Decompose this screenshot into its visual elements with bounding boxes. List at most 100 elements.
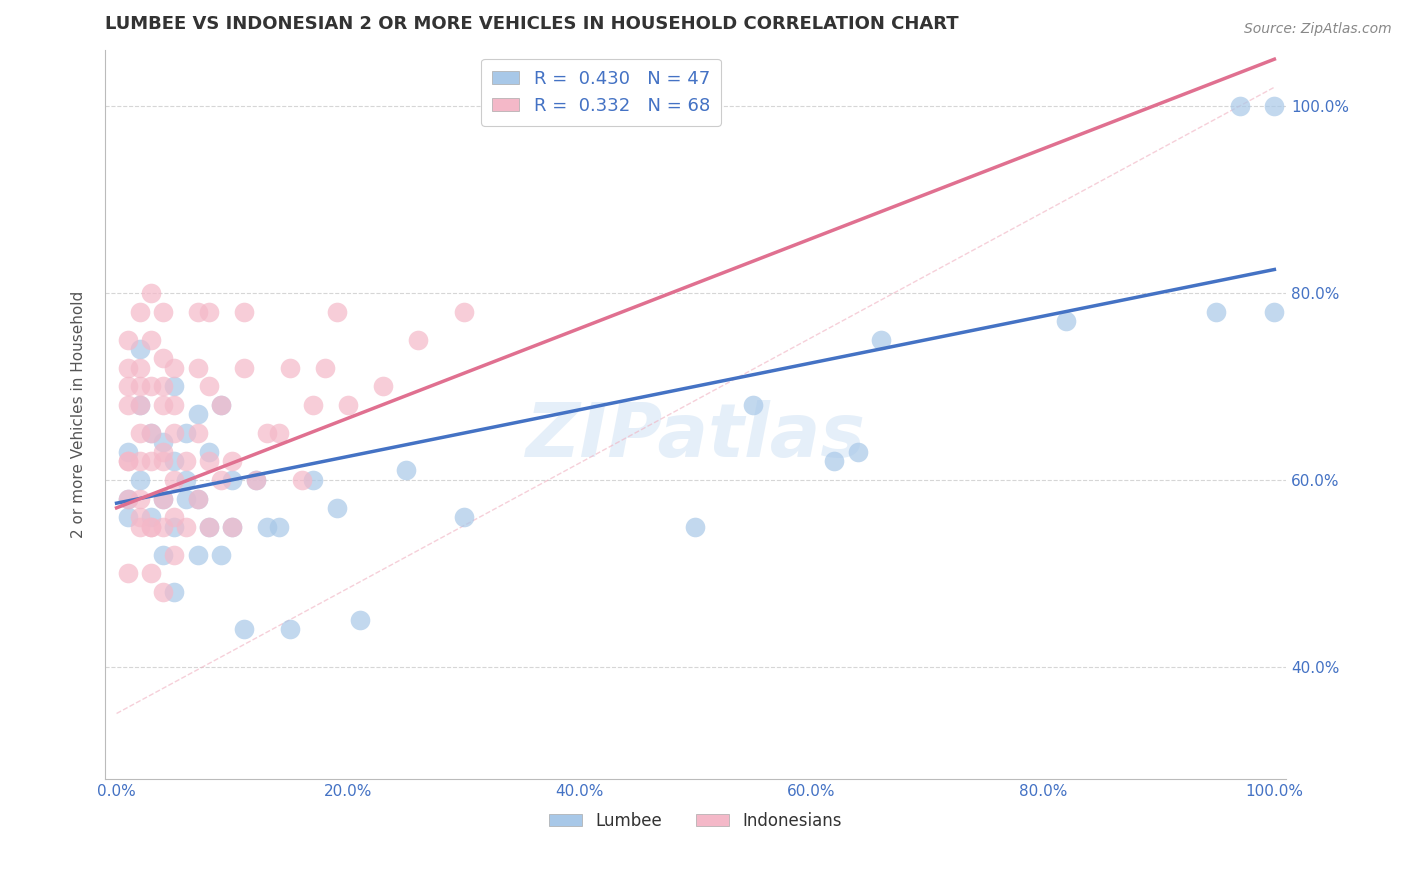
Point bbox=[163, 510, 186, 524]
Point bbox=[325, 304, 347, 318]
Point bbox=[1054, 314, 1077, 328]
Point bbox=[141, 510, 163, 524]
Point bbox=[163, 379, 186, 393]
Point bbox=[349, 613, 371, 627]
Point bbox=[337, 398, 360, 412]
Point bbox=[1229, 99, 1251, 113]
Point bbox=[152, 398, 174, 412]
Point bbox=[187, 360, 209, 375]
Point bbox=[245, 473, 267, 487]
Point bbox=[152, 454, 174, 468]
Point bbox=[245, 473, 267, 487]
Point bbox=[198, 519, 221, 533]
Point bbox=[152, 548, 174, 562]
Point bbox=[314, 360, 336, 375]
Point bbox=[128, 473, 150, 487]
Point bbox=[152, 585, 174, 599]
Point bbox=[187, 548, 209, 562]
Point bbox=[128, 454, 150, 468]
Point bbox=[128, 379, 150, 393]
Point bbox=[152, 351, 174, 366]
Point bbox=[198, 444, 221, 458]
Point bbox=[152, 444, 174, 458]
Point bbox=[232, 623, 254, 637]
Point bbox=[1205, 304, 1227, 318]
Point bbox=[187, 304, 209, 318]
Point bbox=[174, 454, 197, 468]
Point bbox=[163, 519, 186, 533]
Point bbox=[395, 463, 418, 477]
Point bbox=[278, 623, 301, 637]
Point bbox=[128, 426, 150, 441]
Point bbox=[117, 510, 139, 524]
Y-axis label: 2 or more Vehicles in Household: 2 or more Vehicles in Household bbox=[72, 291, 86, 538]
Point bbox=[209, 398, 232, 412]
Point bbox=[152, 519, 174, 533]
Point bbox=[141, 426, 163, 441]
Point bbox=[152, 379, 174, 393]
Point bbox=[141, 454, 163, 468]
Point bbox=[141, 333, 163, 347]
Point bbox=[291, 473, 314, 487]
Point bbox=[742, 398, 765, 412]
Point bbox=[371, 379, 394, 393]
Point bbox=[152, 491, 174, 506]
Point bbox=[267, 519, 290, 533]
Point bbox=[128, 342, 150, 356]
Legend: Lumbee, Indonesians: Lumbee, Indonesians bbox=[543, 805, 849, 836]
Point bbox=[117, 454, 139, 468]
Point bbox=[209, 548, 232, 562]
Point bbox=[163, 454, 186, 468]
Text: LUMBEE VS INDONESIAN 2 OR MORE VEHICLES IN HOUSEHOLD CORRELATION CHART: LUMBEE VS INDONESIAN 2 OR MORE VEHICLES … bbox=[105, 15, 959, 33]
Point bbox=[406, 333, 429, 347]
Point bbox=[846, 444, 869, 458]
Point bbox=[198, 304, 221, 318]
Point bbox=[1263, 304, 1285, 318]
Point bbox=[453, 510, 475, 524]
Point bbox=[198, 379, 221, 393]
Point bbox=[117, 444, 139, 458]
Point bbox=[152, 491, 174, 506]
Point bbox=[209, 473, 232, 487]
Point bbox=[232, 360, 254, 375]
Point bbox=[117, 379, 139, 393]
Point bbox=[174, 426, 197, 441]
Text: ZIPatlas: ZIPatlas bbox=[526, 400, 866, 473]
Point bbox=[163, 548, 186, 562]
Point bbox=[869, 333, 891, 347]
Point bbox=[117, 566, 139, 581]
Point bbox=[174, 519, 197, 533]
Point bbox=[221, 519, 243, 533]
Point bbox=[221, 454, 243, 468]
Point bbox=[278, 360, 301, 375]
Point bbox=[128, 304, 150, 318]
Point bbox=[128, 398, 150, 412]
Point bbox=[128, 360, 150, 375]
Point bbox=[187, 491, 209, 506]
Point bbox=[141, 566, 163, 581]
Point bbox=[128, 510, 150, 524]
Point bbox=[141, 519, 163, 533]
Point bbox=[823, 454, 845, 468]
Point bbox=[232, 304, 254, 318]
Point bbox=[174, 473, 197, 487]
Point bbox=[152, 435, 174, 450]
Point bbox=[117, 491, 139, 506]
Point bbox=[163, 426, 186, 441]
Point bbox=[221, 473, 243, 487]
Point bbox=[117, 454, 139, 468]
Point bbox=[256, 519, 278, 533]
Point bbox=[198, 454, 221, 468]
Point bbox=[141, 519, 163, 533]
Point bbox=[117, 360, 139, 375]
Point bbox=[209, 398, 232, 412]
Point bbox=[198, 519, 221, 533]
Point bbox=[453, 304, 475, 318]
Point bbox=[128, 491, 150, 506]
Point bbox=[117, 398, 139, 412]
Point bbox=[163, 585, 186, 599]
Point bbox=[325, 500, 347, 515]
Point bbox=[187, 491, 209, 506]
Point bbox=[141, 426, 163, 441]
Point bbox=[117, 333, 139, 347]
